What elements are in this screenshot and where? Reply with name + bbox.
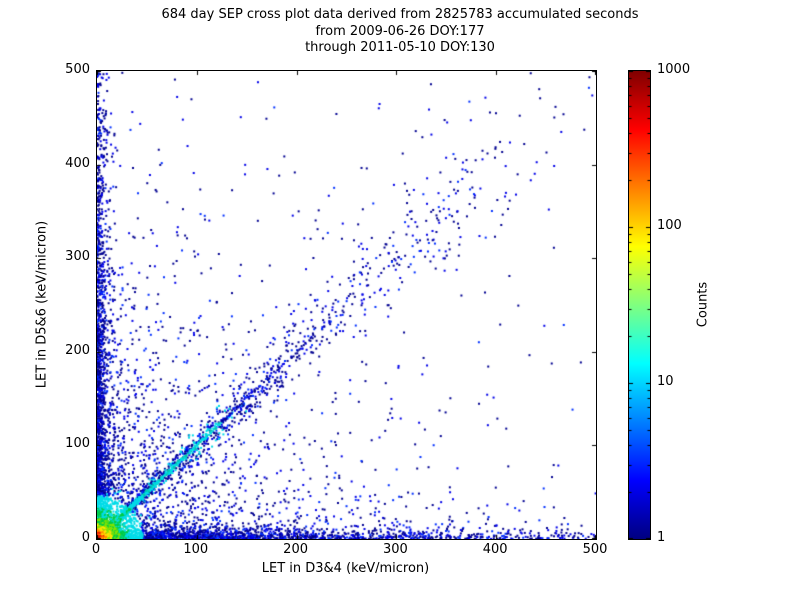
x-axis-label: LET in D3&4 (keV/micron) <box>261 561 430 576</box>
chart-subtitle-through: through 2011-05-10 DOY:130 <box>305 40 495 55</box>
x-tick-label: 200 <box>283 542 308 557</box>
colorbar-tick-label: 1000 <box>657 62 691 77</box>
y-tick-label: 300 <box>65 249 90 265</box>
colorbar-tick-label: 10 <box>657 374 674 389</box>
y-tick-label: 400 <box>65 155 90 171</box>
y-tick-label: 200 <box>65 342 90 358</box>
y-tick-label: 0 <box>81 530 90 545</box>
scatter-canvas <box>97 71 596 539</box>
colorbar-tick-label: 100 <box>657 218 682 233</box>
colorbar-tick-label: 1 <box>657 530 666 545</box>
colorbar <box>628 70 651 540</box>
colorbar-label: Counts <box>695 281 711 328</box>
y-tick-label: 500 <box>65 62 90 77</box>
x-tick-label: 300 <box>382 542 408 557</box>
chart-subtitle-from: from 2009-06-26 DOY:177 <box>315 24 485 39</box>
colorbar-tick-marks <box>629 71 650 539</box>
x-tick-label: 400 <box>482 542 508 557</box>
plot-area <box>96 70 597 540</box>
y-axis-label: LET in D5&6 (keV/micron) <box>34 220 50 389</box>
chart-title: 684 day SEP cross plot data derived from… <box>161 7 639 22</box>
y-tick-label: 100 <box>65 436 90 452</box>
x-tick-label: 100 <box>183 542 209 557</box>
x-tick-label: 500 <box>582 542 608 557</box>
x-tick-label: 0 <box>91 542 101 557</box>
